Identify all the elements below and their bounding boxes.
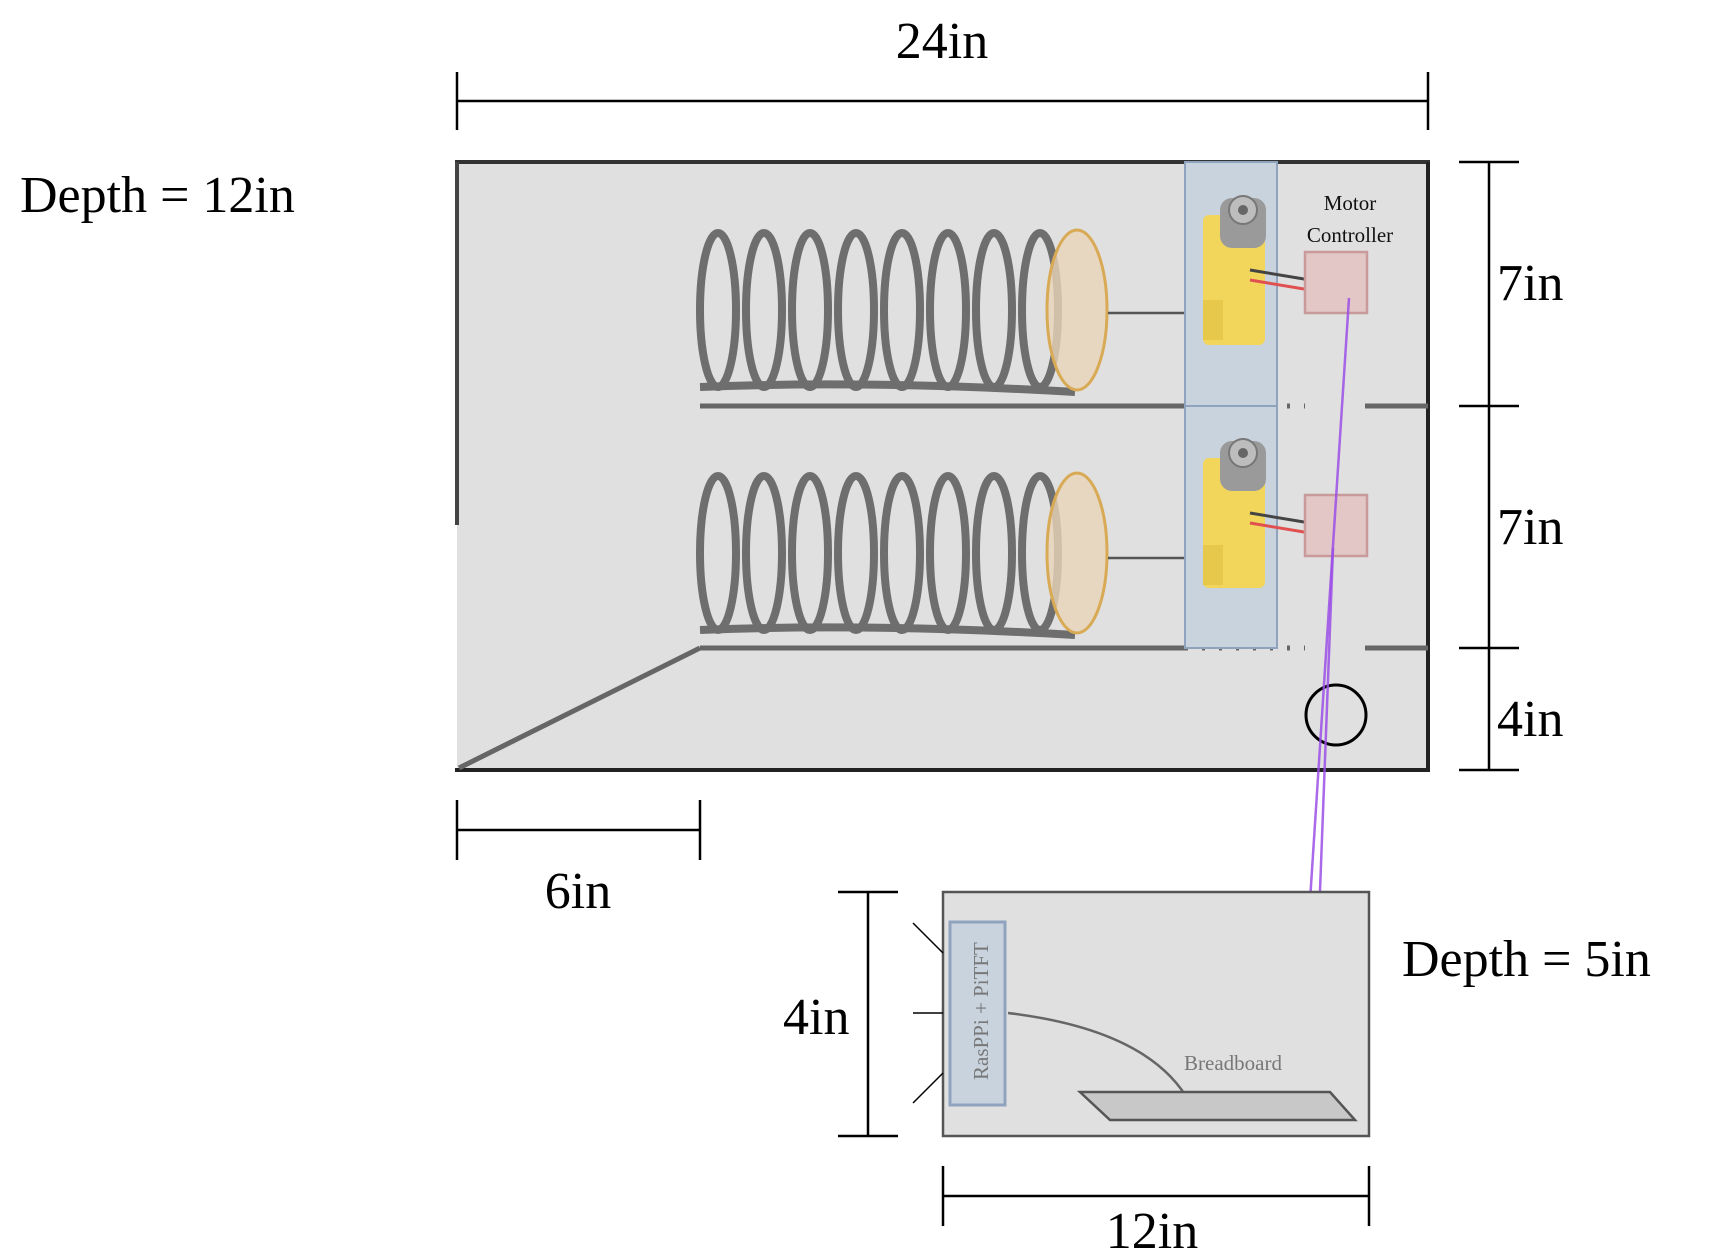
top-width-dimension: 24in [455,13,1430,130]
right-height-dimensions: 7in 7in 4in [1459,160,1563,772]
dc-motor-lower [1203,438,1311,588]
spiral-coil-upper [696,228,1188,396]
upper-compartment-height-label: 7in [1497,255,1563,312]
motor-controller-label-line1: Motor [1324,191,1377,215]
raspi-label: RasPPi + PiTFT [969,942,993,1080]
main-depth-label: Depth = 12in [20,167,295,224]
pusher-plate-upper [1045,228,1109,392]
lower-compartment-height-label: 4in [1497,691,1563,748]
electronics-height-label: 4in [783,989,849,1046]
dc-motor-upper [1203,195,1311,345]
electronics-enclosure: RasPPi + PiTFT Breadboard [912,890,1371,1138]
electronics-height-dimension: 4in [783,890,898,1138]
breadboard-label: Breadboard [1184,1051,1282,1075]
raspberry-pi-module [948,920,1007,1107]
electronics-depth-label: Depth = 5in [1402,931,1651,988]
pusher-plate-lower [1045,471,1109,635]
coin-slot-circle [1304,683,1368,747]
top-width-label: 24in [896,13,988,70]
electronics-width-dimension: 12in [941,1166,1371,1251]
spiral-coil-lower [696,471,1188,639]
ramp-length-label: 6in [545,863,611,920]
bottom-left-dimension: 6in [455,800,702,920]
motor-controller-label-line2: Controller [1307,223,1393,247]
middle-compartment-height-label: 7in [1497,499,1563,556]
electronics-width-label: 12in [1106,1203,1198,1251]
main-enclosure [455,160,1430,772]
motor-controller-upper: Motor Controller [1303,191,1393,315]
breadboard [1076,1090,1358,1122]
